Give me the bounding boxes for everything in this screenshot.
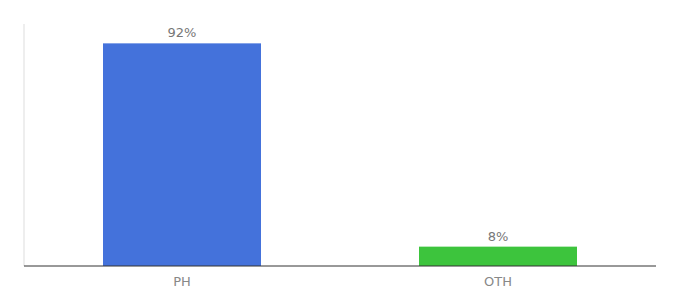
- x-axis-line: [24, 266, 656, 267]
- bar: [419, 247, 577, 266]
- chart-container: 92% 8% PH OTH: [0, 0, 680, 300]
- bar: [103, 43, 261, 266]
- x-tick-label: OTH: [484, 274, 512, 289]
- data-label: 8%: [488, 229, 509, 244]
- data-label: 92%: [168, 25, 197, 40]
- bars: [103, 43, 577, 266]
- x-tick-label: PH: [173, 274, 191, 289]
- y-axis-line: [24, 24, 25, 266]
- chart: 92% 8% PH OTH: [0, 0, 680, 300]
